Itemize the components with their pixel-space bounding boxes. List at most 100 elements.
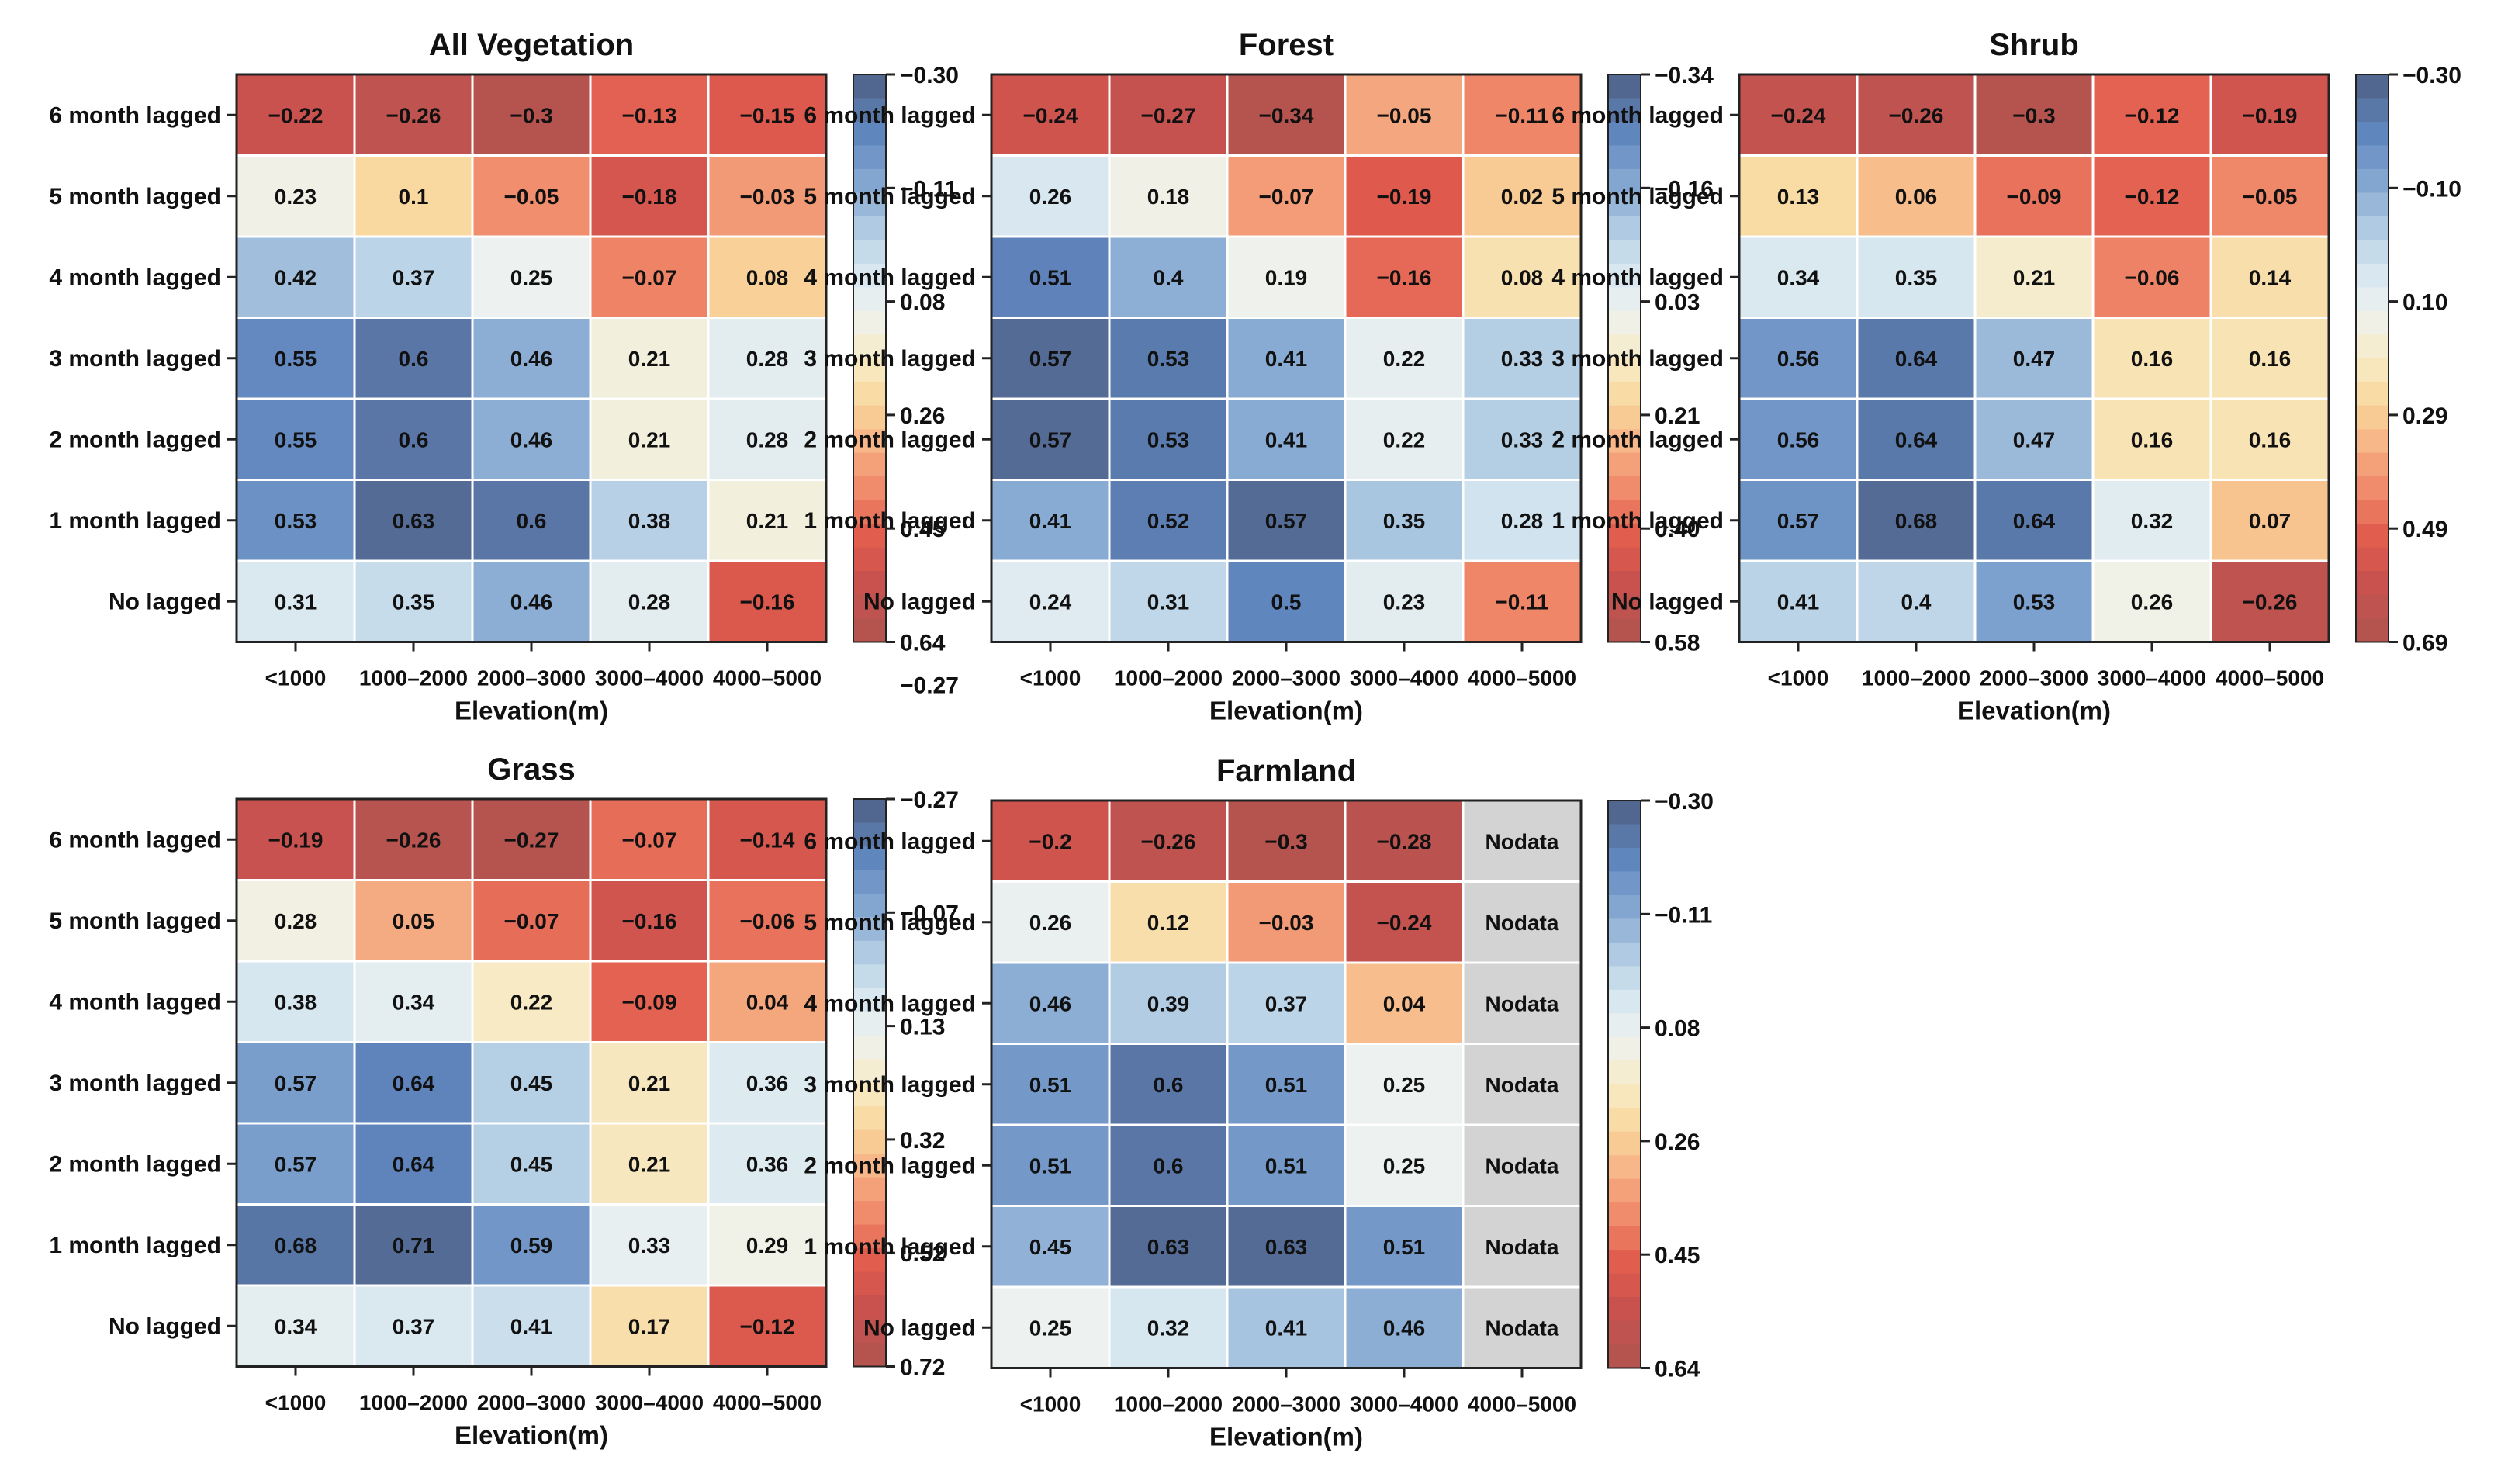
row-label: 4 month lagged bbox=[49, 265, 221, 290]
row-label: 2 month lagged bbox=[804, 1153, 976, 1178]
cell-value: −0.24 bbox=[1023, 103, 1078, 127]
cell-value: 0.42 bbox=[275, 265, 317, 289]
cell-value: 0.1 bbox=[399, 185, 429, 209]
cell-value: 0.41 bbox=[510, 1314, 553, 1338]
colorbar-segment bbox=[1608, 1108, 1641, 1132]
colorbar-label: −0.34 bbox=[1655, 63, 1714, 88]
cell-value: 0.14 bbox=[2249, 265, 2292, 289]
colorbar-label: −0.30 bbox=[900, 63, 959, 88]
colorbar-segment bbox=[2356, 358, 2389, 382]
colorbar-label: 0.03 bbox=[1655, 290, 1700, 316]
column-label: 4000–5000 bbox=[2216, 666, 2324, 690]
column-label: 2000–3000 bbox=[1980, 666, 2088, 690]
column-label: 4000–5000 bbox=[1468, 666, 1576, 690]
column-label: 1000–2000 bbox=[1114, 666, 1223, 690]
colorbar-segment bbox=[1608, 240, 1641, 264]
cell-value: 0.22 bbox=[1383, 347, 1426, 371]
cell-value: 0.4 bbox=[1154, 265, 1184, 289]
cell-value: 0.56 bbox=[1777, 427, 1820, 451]
panel-title: Shrub bbox=[1989, 28, 2079, 62]
cell-value: 0.46 bbox=[510, 590, 553, 614]
cell-value: Nodata bbox=[1486, 1235, 1559, 1259]
cell-value: 0.56 bbox=[1777, 347, 1820, 371]
cell-value: −0.26 bbox=[1889, 103, 1944, 127]
colorbar-segment bbox=[1608, 801, 1641, 825]
cell-value: −0.12 bbox=[740, 1314, 795, 1338]
cell-value: 0.53 bbox=[2013, 590, 2056, 614]
colorbar-segment bbox=[1608, 1226, 1641, 1251]
cell-value: 0.51 bbox=[1029, 1073, 1072, 1097]
row-label: 4 month lagged bbox=[804, 265, 976, 290]
cell-value: −0.19 bbox=[268, 828, 323, 852]
colorbar-segment bbox=[853, 74, 886, 99]
cell-value: −0.05 bbox=[504, 185, 559, 209]
cell-value: 0.6 bbox=[1154, 1073, 1184, 1097]
colorbar-segment bbox=[853, 941, 886, 965]
cell-value: −0.34 bbox=[1259, 103, 1314, 127]
colorbar-segment bbox=[2356, 571, 2389, 595]
row-label: 3 month lagged bbox=[804, 1072, 976, 1098]
row-label: 3 month lagged bbox=[49, 346, 221, 372]
colorbar-segment bbox=[2356, 382, 2389, 406]
cell-value: Nodata bbox=[1486, 1154, 1559, 1178]
cell-value: 0.32 bbox=[1147, 1316, 1190, 1340]
column-label: <1000 bbox=[265, 1391, 327, 1415]
colorbar-segment bbox=[853, 287, 886, 311]
colorbar-segment bbox=[853, 145, 886, 169]
cell-value: −0.16 bbox=[1377, 265, 1432, 289]
cell-value: 0.4 bbox=[1901, 590, 1932, 614]
colorbar-segment bbox=[853, 311, 886, 335]
cell-value: 0.45 bbox=[510, 1071, 553, 1095]
colorbar-segment bbox=[1608, 1060, 1641, 1084]
row-label: 5 month lagged bbox=[804, 910, 976, 936]
colorbar-label: 0.08 bbox=[1655, 1016, 1700, 1042]
colorbar-segment bbox=[1608, 1084, 1641, 1109]
cell-value: −0.2 bbox=[1029, 829, 1071, 853]
cell-value: 0.28 bbox=[275, 909, 317, 933]
colorbar-segment bbox=[853, 382, 886, 406]
row-label: 6 month lagged bbox=[804, 828, 976, 854]
cell-value: 0.21 bbox=[628, 427, 671, 451]
cell-value: 0.63 bbox=[1147, 1235, 1190, 1259]
cell-value: −0.15 bbox=[740, 103, 795, 127]
cell-value: 0.38 bbox=[628, 509, 671, 533]
colorbar-segment bbox=[2356, 429, 2389, 453]
colorbar-segment bbox=[1608, 918, 1641, 943]
cell-value: −0.22 bbox=[268, 103, 323, 127]
column-label: 4000–5000 bbox=[713, 1391, 822, 1415]
row-label: 2 month lagged bbox=[804, 427, 976, 452]
cell-value: 0.46 bbox=[510, 427, 553, 451]
colorbar-label: 0.69 bbox=[2402, 631, 2447, 656]
row-label: No lagged bbox=[109, 589, 221, 614]
cell-value: −0.12 bbox=[2125, 185, 2180, 209]
row-label: 6 month lagged bbox=[804, 102, 976, 128]
cell-value: Nodata bbox=[1486, 991, 1559, 1015]
colorbar-segment bbox=[1608, 382, 1641, 406]
cell-value: 0.51 bbox=[1383, 1235, 1426, 1259]
colorbar-label: −0.11 bbox=[1655, 902, 1712, 928]
cell-value: −0.27 bbox=[504, 828, 559, 852]
cell-value: 0.57 bbox=[1029, 347, 1072, 371]
cell-value: −0.12 bbox=[2125, 103, 2180, 127]
column-label: 3000–4000 bbox=[595, 666, 704, 690]
x-axis-label: Elevation(m) bbox=[1209, 1423, 1363, 1451]
cell-value: 0.46 bbox=[1029, 991, 1072, 1015]
colorbar-segment bbox=[1608, 1297, 1641, 1321]
colorbar-segment bbox=[1608, 145, 1641, 169]
colorbar-segment bbox=[853, 1106, 886, 1130]
colorbar-segment bbox=[853, 548, 886, 572]
cell-value: 0.37 bbox=[393, 265, 435, 289]
colorbar-segment bbox=[2356, 548, 2389, 572]
cell-value: 0.47 bbox=[2013, 347, 2056, 371]
row-label: 2 month lagged bbox=[1551, 427, 1724, 452]
cell-value: 0.35 bbox=[1383, 509, 1426, 533]
cell-value: 0.41 bbox=[1265, 427, 1308, 451]
colorbar-segment bbox=[1608, 548, 1641, 572]
panel-farmland: Farmland−0.2 −0.26 −0.3 −0.28 Nodata0.26 0.12… bbox=[804, 754, 1714, 1451]
panel-grass: Grass−0.19 −0.26 −0.27 −0.07 −0.140.28 0.05 −0… bbox=[49, 752, 959, 1450]
cell-value: 0.28 bbox=[746, 347, 789, 371]
cell-value: −0.05 bbox=[1377, 103, 1432, 127]
colorbar-label: −0.30 bbox=[1655, 789, 1714, 815]
colorbar-segment bbox=[1608, 618, 1641, 642]
colorbar-segment bbox=[853, 476, 886, 500]
